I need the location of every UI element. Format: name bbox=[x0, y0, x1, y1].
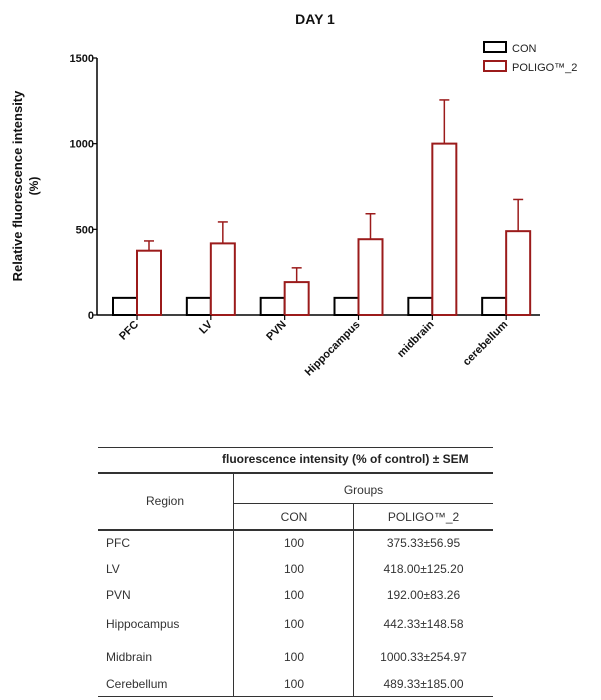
poligo-cell: 375.33±56.95 bbox=[386, 536, 461, 550]
region-cell: LV bbox=[106, 562, 120, 576]
region-column-header: Region bbox=[145, 494, 185, 508]
bar bbox=[431, 142, 458, 316]
x-tick-label: cerebellum bbox=[461, 318, 511, 368]
legend-label: POLIGO™_2 bbox=[512, 62, 577, 74]
table-vline-right bbox=[353, 504, 354, 697]
con-cell: 100 bbox=[283, 650, 305, 664]
table-bottom-rule bbox=[98, 696, 493, 697]
y-axis-title: Relative fluorescence intensity (%) bbox=[10, 90, 41, 282]
plot-area: 0 500 1000 1500 PFC LV PVN Hippocampus midbrain c… bbox=[70, 53, 540, 379]
region-cell: Midbrain bbox=[106, 650, 153, 664]
x-tick-label: midbrain bbox=[395, 318, 437, 360]
table-header: fluorescence intensity (% of control) ± … bbox=[222, 452, 469, 466]
table-row: Cerebellum 100 489.33±185.00 bbox=[0, 677, 493, 695]
table-row: LV 100 418.00±125.20 bbox=[0, 562, 493, 580]
bar bbox=[333, 296, 360, 317]
con-cell: 100 bbox=[283, 677, 305, 691]
x-tick-label: PFC bbox=[117, 319, 141, 343]
region-cell: PVN bbox=[106, 588, 131, 602]
y-tick-label: 1500 bbox=[70, 53, 94, 65]
poligo-column-header: POLIGO™_2 bbox=[387, 510, 460, 524]
y-tick-label: 500 bbox=[76, 224, 94, 236]
bar bbox=[112, 296, 138, 317]
table-row: PVN 100 192.00±83.26 bbox=[0, 588, 493, 606]
legend-swatch bbox=[483, 60, 507, 72]
con-cell: 100 bbox=[283, 617, 305, 631]
poligo-cell: 1000.33±254.97 bbox=[380, 650, 467, 664]
region-cell: Cerebellum bbox=[106, 677, 168, 691]
bar bbox=[505, 230, 532, 316]
bar-chart: DAY 1 Relative fluorescence intensity (%… bbox=[10, 11, 577, 379]
table-vline-left bbox=[233, 474, 234, 697]
legend-label: CON bbox=[512, 43, 537, 55]
groups-rule bbox=[234, 503, 493, 504]
y-tick-label: 1000 bbox=[70, 139, 94, 151]
x-tick-label: Hippocampus bbox=[303, 319, 363, 379]
groups-column-header: Groups bbox=[343, 483, 384, 497]
poligo-cell: 192.00±83.26 bbox=[386, 588, 461, 602]
table-row: Midbrain 100 1000.33±254.97 bbox=[0, 650, 493, 668]
poligo-cell: 442.33±148.58 bbox=[383, 617, 464, 631]
y-axis-title-line1: Relative fluorescence intensity bbox=[10, 90, 25, 282]
region-cell: PFC bbox=[106, 536, 130, 550]
table-row: Hippocampus 100 442.33±148.58 bbox=[0, 617, 493, 635]
bar bbox=[357, 238, 384, 316]
con-column-header: CON bbox=[280, 510, 308, 524]
legend-swatch bbox=[483, 41, 507, 53]
bar bbox=[136, 249, 162, 317]
poligo-cell: 489.33±185.00 bbox=[383, 677, 464, 691]
x-tick-label: PVN bbox=[264, 319, 289, 344]
bar bbox=[209, 242, 236, 316]
bar bbox=[185, 296, 212, 317]
region-cell: Hippocampus bbox=[106, 617, 180, 631]
table-row: PFC 100 375.33±56.95 bbox=[0, 536, 493, 554]
y-tick-label: 0 bbox=[88, 310, 94, 322]
x-tick-label: LV bbox=[197, 318, 215, 336]
bar bbox=[283, 281, 310, 317]
bar bbox=[259, 296, 286, 317]
con-cell: 100 bbox=[283, 588, 305, 602]
con-cell: 100 bbox=[283, 536, 305, 550]
con-cell: 100 bbox=[283, 562, 305, 576]
legend: CON POLIGO™_2 bbox=[483, 41, 577, 74]
chart-title: DAY 1 bbox=[295, 11, 335, 27]
y-axis-title-line2: (%) bbox=[27, 177, 41, 196]
table-header-rule bbox=[98, 472, 493, 474]
table-body-rule bbox=[98, 529, 493, 531]
bar bbox=[407, 296, 434, 317]
poligo-cell: 418.00±125.20 bbox=[383, 562, 464, 576]
table-top-rule bbox=[98, 447, 493, 448]
bar bbox=[481, 296, 508, 317]
